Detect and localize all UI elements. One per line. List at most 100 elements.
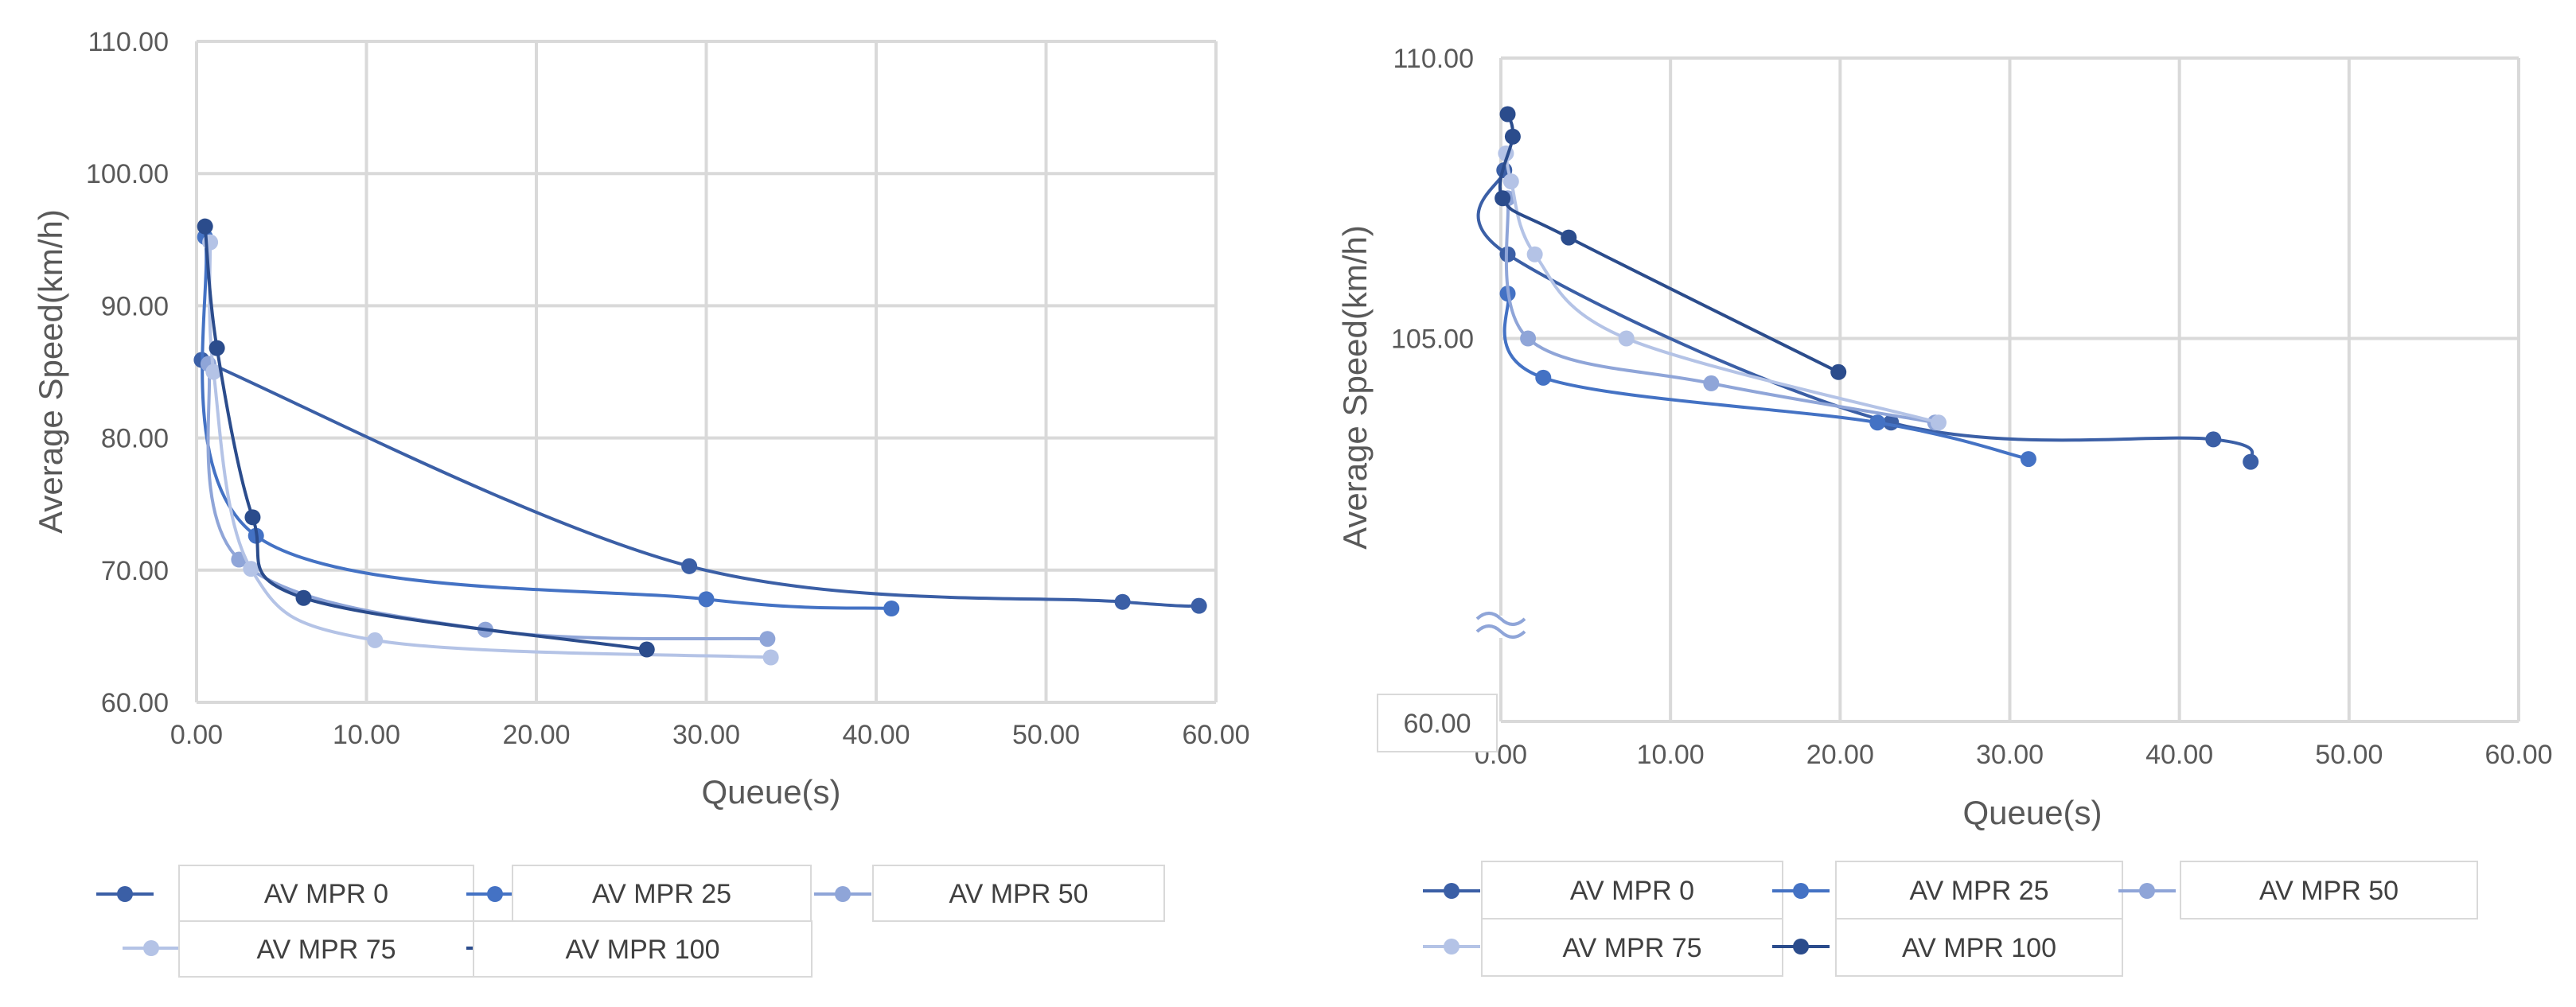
data-point — [2020, 451, 2036, 468]
data-point — [1703, 375, 1720, 391]
axis-break-label: 60.00 — [1403, 709, 1471, 739]
y-tick-label: 60.00 — [101, 688, 169, 718]
x-tick-label: 20.00 — [502, 720, 570, 750]
x-axis-title: Queue(s) — [701, 773, 840, 811]
data-point — [1561, 229, 1577, 246]
data-point — [1499, 106, 1516, 122]
series-line — [1502, 293, 2029, 461]
x-tick-label: 60.00 — [1182, 720, 1249, 750]
series-line — [1476, 169, 2254, 464]
data-point — [1869, 414, 1886, 431]
legend-label-box — [872, 865, 1165, 922]
legend-swatch-marker — [487, 886, 503, 902]
data-point — [1502, 173, 1519, 190]
legend-label: AV MPR 50 — [949, 879, 1088, 909]
series-av-mpr-25 — [1499, 286, 2036, 468]
axis-break-wave — [1475, 624, 1526, 639]
series-line — [1504, 197, 1936, 425]
legend-swatch-marker — [117, 886, 133, 902]
data-point — [1191, 597, 1207, 614]
series-av-mpr-0 — [1476, 162, 2259, 470]
x-tick-label: 10.00 — [1637, 740, 1705, 770]
x-tick-label: 20.00 — [1806, 740, 1874, 770]
y-tick-label: 105.00 — [1391, 325, 1474, 355]
legend-item: AV MPR 25 — [1772, 861, 2123, 920]
x-tick-label: 60.00 — [2484, 740, 2552, 770]
legend-swatch-marker — [2139, 883, 2155, 899]
legend-label: AV MPR 25 — [1909, 876, 2048, 906]
legend-item: AV MPR 50 — [2118, 861, 2478, 920]
x-tick-label: 30.00 — [672, 720, 740, 750]
legend-label: AV MPR 75 — [256, 935, 396, 965]
series-av-mpr-25 — [197, 228, 900, 616]
series-av-mpr-100 — [1495, 106, 1847, 380]
data-point — [2243, 453, 2259, 470]
legend: AV MPR 0 AV MPR 25 AV MPR 50 AV MPR 75 AV MP… — [96, 865, 1165, 978]
x-axis-title: Queue(s) — [1962, 794, 2102, 831]
data-point — [1535, 369, 1552, 386]
legend-label-box — [178, 920, 474, 978]
data-point — [1520, 330, 1537, 347]
y-tick-label: 110.00 — [88, 27, 169, 57]
series-av-mpr-50 — [1499, 190, 1943, 431]
data-point — [197, 218, 213, 235]
gridlines — [1499, 56, 2520, 723]
y-axis-title: Average Speed(km/h) — [1336, 225, 1374, 550]
legend-label-box — [1481, 861, 1783, 920]
chart-left: 0.00 10.00 20.00 30.00 40.00 50.00 60.00 60.00 7… — [32, 27, 1250, 978]
data-point — [243, 561, 259, 577]
legend-item: AV MPR 75 — [123, 920, 474, 978]
legend-swatch-marker — [835, 886, 851, 902]
data-point — [762, 649, 779, 666]
data-point — [205, 364, 222, 380]
legend-swatch-marker — [143, 940, 159, 956]
legend-swatch-marker — [1444, 939, 1459, 955]
series-av-mpr-50 — [200, 356, 776, 647]
legend-label-box — [1835, 861, 2123, 920]
data-point — [638, 641, 655, 658]
data-point — [295, 589, 312, 606]
series-line — [206, 364, 768, 641]
y-tick-label: 80.00 — [101, 424, 169, 454]
data-point — [883, 600, 900, 616]
data-point — [1495, 190, 1511, 207]
legend-label-box — [512, 865, 812, 922]
legend: AV MPR 0 AV MPR 25 AV MPR 50 AV MPR 75 AV MP… — [1423, 861, 2478, 977]
axis-break-wave — [1475, 612, 1526, 626]
data-point — [1930, 414, 1947, 431]
legend-label-box — [1835, 918, 2123, 977]
data-point — [1618, 330, 1635, 347]
y-axis-title: Average Speed(km/h) — [32, 209, 69, 534]
legend-label: AV MPR 100 — [565, 935, 719, 965]
series-line — [203, 226, 648, 651]
legend-label: AV MPR 100 — [1902, 933, 2056, 963]
data-point — [208, 340, 225, 356]
series-av-mpr-0 — [193, 352, 1207, 614]
series-av-mpr-75 — [1498, 145, 1947, 431]
legend-label: AV MPR 50 — [2259, 876, 2399, 906]
x-tick-label: 50.00 — [1012, 720, 1080, 750]
legend-label: AV MPR 0 — [1570, 876, 1694, 906]
y-tick-label: 110.00 — [1393, 44, 1474, 74]
legend-swatch-marker — [1793, 883, 1809, 899]
data-point — [698, 591, 715, 608]
data-point — [244, 509, 261, 526]
legend-item: AV MPR 100 — [466, 920, 813, 978]
legend-swatch-marker — [1444, 883, 1459, 899]
legend-item: AV MPR 100 — [1772, 918, 2123, 977]
series-line — [1504, 153, 1939, 425]
x-tick-label: 40.00 — [842, 720, 910, 750]
series-line — [201, 236, 892, 610]
legend-item: AV MPR 50 — [814, 865, 1165, 922]
legend-item: AV MPR 0 — [96, 865, 474, 922]
legend-item: AV MPR 25 — [466, 865, 812, 922]
data-point — [681, 558, 698, 574]
data-point — [759, 631, 776, 647]
y-tick-label: 70.00 — [101, 556, 169, 586]
legend-item: AV MPR 75 — [1423, 918, 1783, 977]
data-point — [1504, 128, 1521, 145]
legend-label-box — [473, 920, 813, 978]
data-point — [1114, 593, 1131, 610]
series-av-mpr-100 — [197, 218, 655, 658]
gridlines — [195, 40, 1218, 704]
